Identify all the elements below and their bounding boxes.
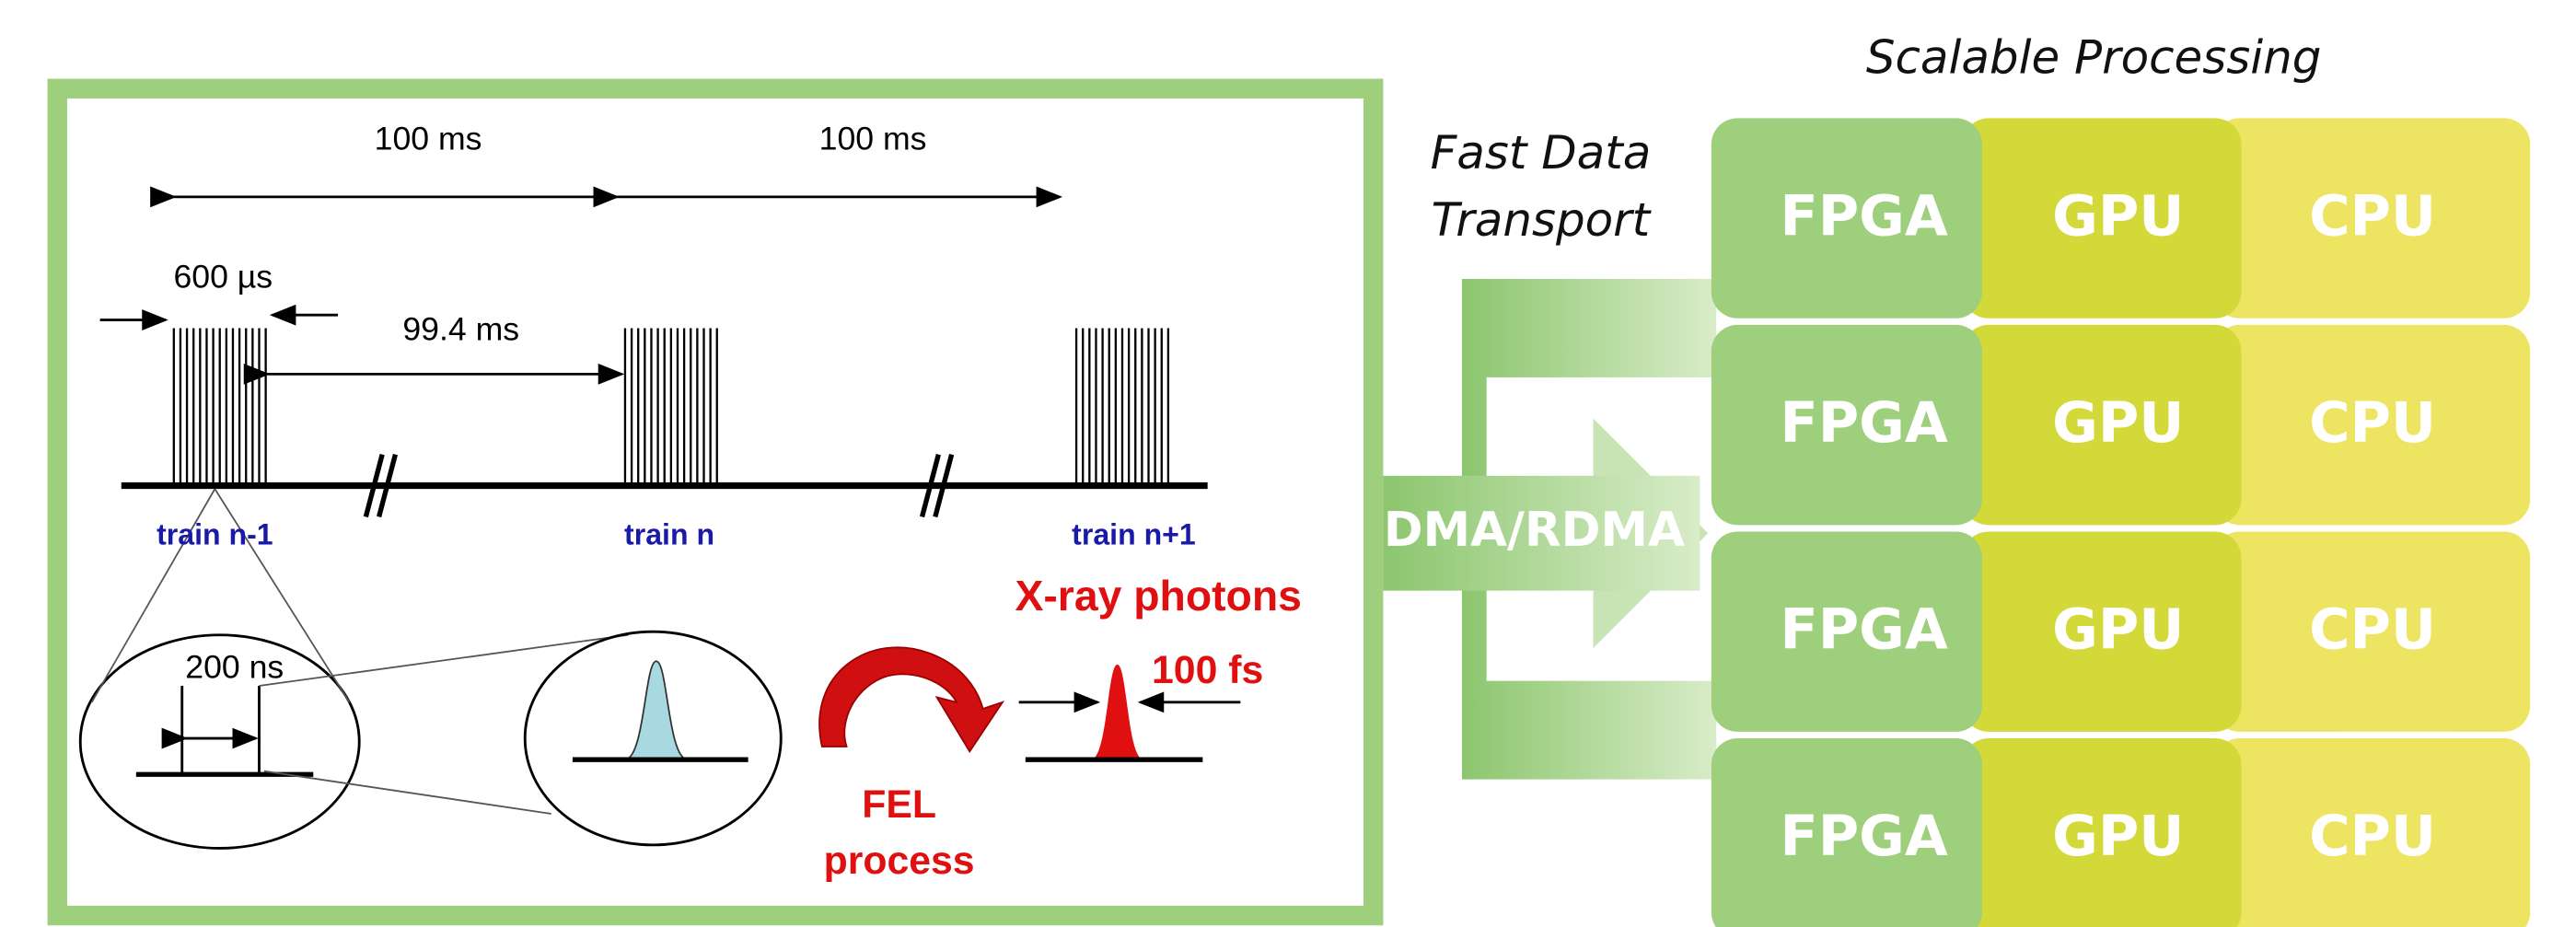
processor-label: GPU xyxy=(2052,391,2184,456)
train-label: train n xyxy=(624,517,714,550)
train-label: train n+1 xyxy=(1072,517,1196,550)
processor-label: GPU xyxy=(2052,184,2184,249)
processor-label: FPGA xyxy=(1780,184,1948,249)
train-width: 600 µs xyxy=(173,258,273,295)
processor-label: GPU xyxy=(2052,805,2184,869)
transport-title: Fast Data xyxy=(1431,126,1652,180)
gap-label: 99.4 ms xyxy=(402,310,519,347)
processor-label: FPGA xyxy=(1780,598,1948,663)
transport-label: DMA/RDMA xyxy=(1384,503,1685,558)
duration-label: 100 fs xyxy=(1152,648,1263,692)
processor-label: FPGA xyxy=(1780,391,1948,456)
processing-title: Scalable Processing xyxy=(1866,30,2322,84)
processor-label: CPU xyxy=(2309,391,2436,456)
diagram: 100 ms 100 ms 600 µs 99.4 ms train n-1 t… xyxy=(0,0,2576,927)
processor-label: CPU xyxy=(2309,805,2436,869)
pulse-spacing: 200 ns xyxy=(185,649,284,686)
processing-grid: FPGA GPU CPU FPGA GPU CPU FPGA GPU CPU FPGA GPU CPU xyxy=(1712,118,2530,927)
period-label: 100 ms xyxy=(819,121,927,157)
processor-label: FPGA xyxy=(1780,805,1948,869)
timing-frame xyxy=(57,88,1373,915)
period-label: 100 ms xyxy=(375,121,482,157)
processor-label: CPU xyxy=(2309,184,2436,249)
processor-label: GPU xyxy=(2052,598,2184,663)
fel-label: FEL xyxy=(862,782,936,827)
transport-title: Transport xyxy=(1432,193,1653,247)
processor-label: CPU xyxy=(2309,598,2436,663)
fel-label: process xyxy=(824,839,975,883)
photons-label: X-ray photons xyxy=(1015,572,1301,620)
train-label: train n-1 xyxy=(157,517,273,550)
